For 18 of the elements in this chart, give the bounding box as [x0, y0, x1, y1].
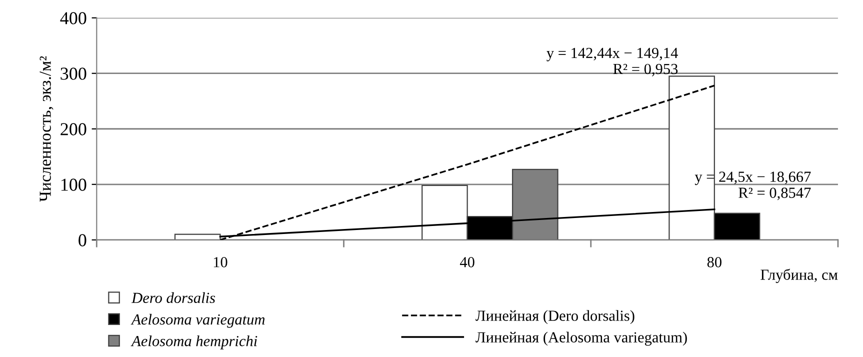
- annotation: y = 142,44x − 149,14 R² = 0,953: [546, 48, 678, 76]
- y-tick-label: 300: [60, 68, 86, 80]
- legend-label: Линейная (Aelosoma variegatum): [476, 332, 687, 346]
- x-tick-label: 80: [707, 257, 722, 268]
- y-tick-label: 200: [60, 123, 86, 136]
- x-tick-label: 40: [460, 257, 474, 268]
- y-tick-label: 0: [78, 234, 86, 246]
- bar: [174, 234, 221, 240]
- y-axis-title: Численность, экз./м²: [40, 56, 54, 202]
- legend-label: Aelosoma variegatum: [130, 314, 265, 328]
- annotation: y = 24,5x − 18,667 R² = 0,8547: [694, 172, 811, 200]
- legend-label: Линейная (Dero dorsalis): [476, 310, 634, 324]
- y-tick-label: 400: [60, 12, 86, 24]
- x-axis-title: Глубина, см: [760, 268, 838, 284]
- x-tick-label: 10: [214, 257, 228, 268]
- y-tick-label: 100: [61, 178, 86, 191]
- legend-label: Aelosoma hemprichi: [130, 335, 258, 350]
- legend-label: Dero dorsalis: [131, 292, 216, 304]
